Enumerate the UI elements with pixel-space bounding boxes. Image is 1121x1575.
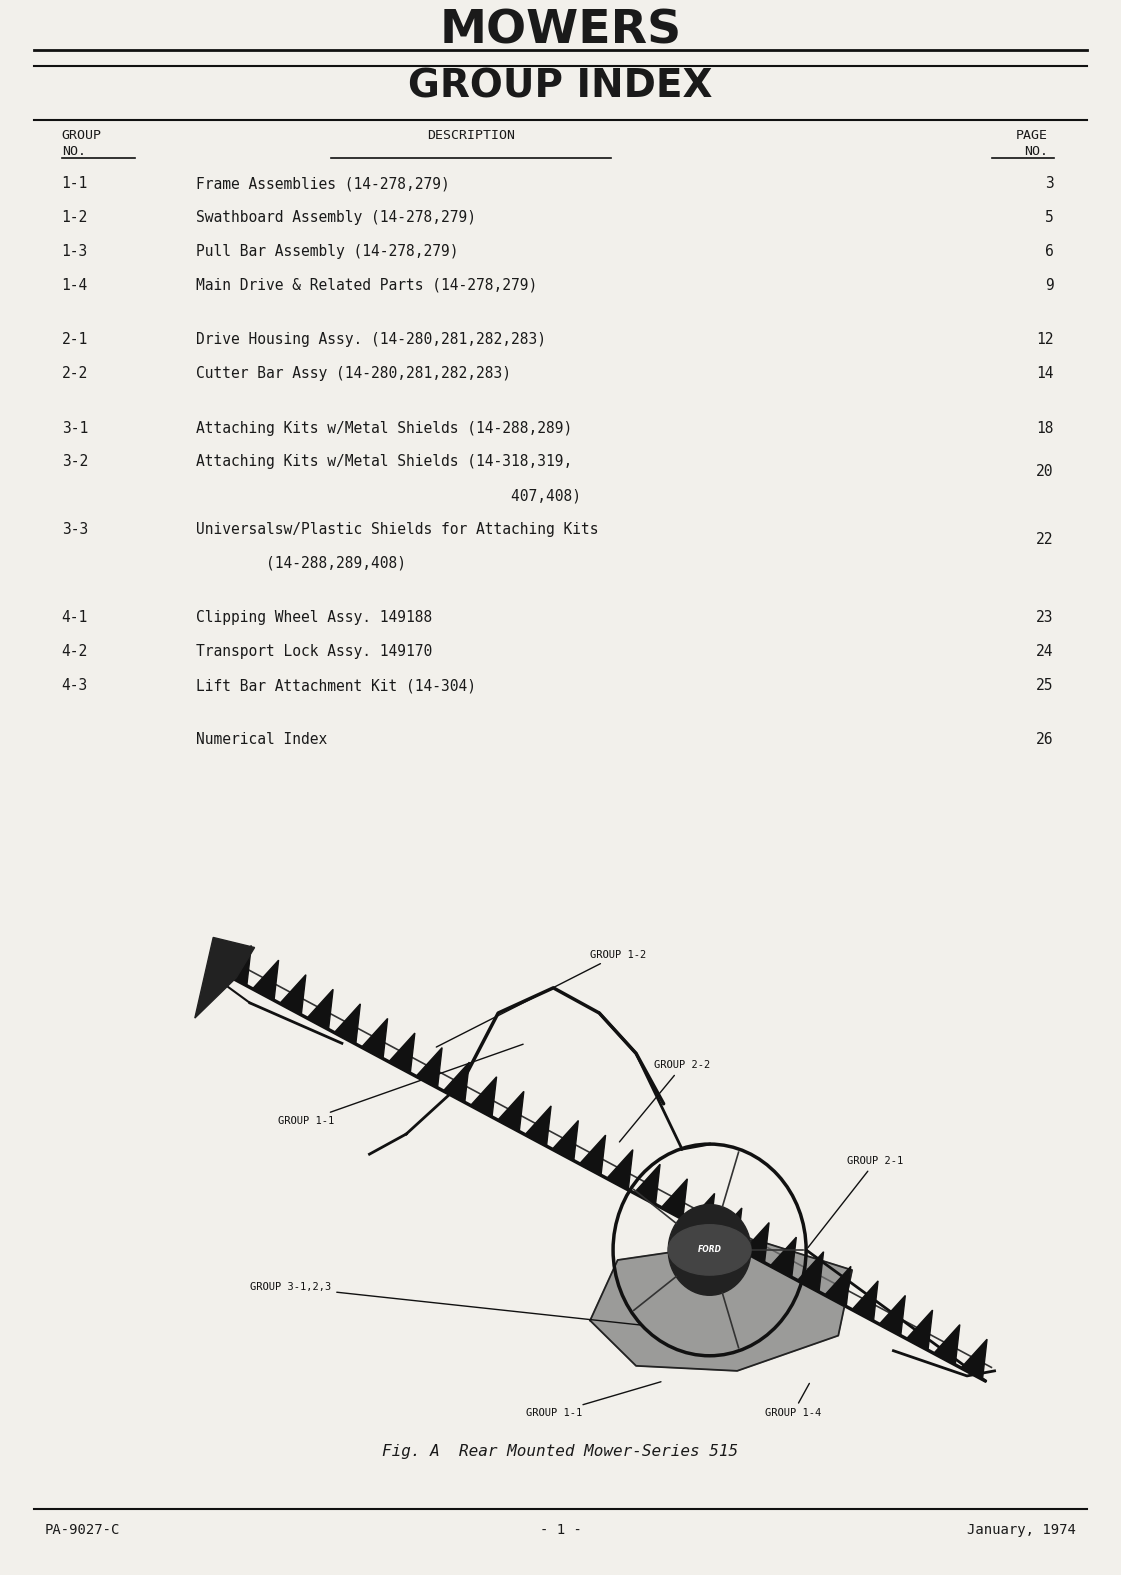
Text: 407,408): 407,408) xyxy=(196,488,581,504)
Text: 3: 3 xyxy=(1045,176,1054,192)
Text: GROUP 2-2: GROUP 2-2 xyxy=(620,1060,711,1142)
Polygon shape xyxy=(580,1136,605,1175)
Polygon shape xyxy=(634,1164,660,1205)
Text: Cutter Bar Assy (14-280,281,282,283): Cutter Bar Assy (14-280,281,282,283) xyxy=(196,365,511,381)
Text: 25: 25 xyxy=(1036,677,1054,693)
Text: GROUP 1-1: GROUP 1-1 xyxy=(526,1381,661,1418)
Polygon shape xyxy=(307,989,333,1030)
Text: Swathboard Assembly (14-278,279): Swathboard Assembly (14-278,279) xyxy=(196,209,476,225)
Text: 6: 6 xyxy=(1045,244,1054,260)
Ellipse shape xyxy=(668,1225,751,1276)
Text: 20: 20 xyxy=(1036,463,1054,479)
Polygon shape xyxy=(907,1310,933,1350)
Polygon shape xyxy=(852,1280,878,1321)
Text: 9: 9 xyxy=(1045,277,1054,293)
Text: - 1 -: - 1 - xyxy=(539,1523,582,1537)
Text: 2-1: 2-1 xyxy=(62,332,87,348)
Polygon shape xyxy=(334,1003,360,1044)
Text: Main Drive & Related Parts (14-278,279): Main Drive & Related Parts (14-278,279) xyxy=(196,277,537,293)
Text: GROUP 1-2: GROUP 1-2 xyxy=(436,950,647,1047)
Text: 12: 12 xyxy=(1036,332,1054,348)
Text: Frame Assemblies (14-278,279): Frame Assemblies (14-278,279) xyxy=(196,176,450,192)
Polygon shape xyxy=(498,1091,524,1131)
Text: PAGE: PAGE xyxy=(1016,129,1048,142)
Text: 23: 23 xyxy=(1036,610,1054,625)
Text: Lift Bar Attachment Kit (14-304): Lift Bar Attachment Kit (14-304) xyxy=(196,677,476,693)
Polygon shape xyxy=(688,1194,714,1233)
Circle shape xyxy=(668,1205,751,1295)
Text: MOWERS: MOWERS xyxy=(439,9,682,54)
Polygon shape xyxy=(553,1120,578,1161)
Polygon shape xyxy=(606,1150,633,1189)
Text: Attaching Kits w/Metal Shields (14-288,289): Attaching Kits w/Metal Shields (14-288,2… xyxy=(196,421,573,436)
Polygon shape xyxy=(797,1252,824,1291)
Polygon shape xyxy=(961,1339,988,1380)
Text: Attaching Kits w/Metal Shields (14-318,319,: Attaching Kits w/Metal Shields (14-318,3… xyxy=(196,454,573,469)
Polygon shape xyxy=(825,1266,851,1307)
Text: 4-3: 4-3 xyxy=(62,677,87,693)
Polygon shape xyxy=(389,1033,415,1073)
Text: 3-2: 3-2 xyxy=(62,454,87,469)
Text: (14-288,289,408): (14-288,289,408) xyxy=(196,556,406,572)
Text: January, 1974: January, 1974 xyxy=(967,1523,1076,1537)
Text: 3-1: 3-1 xyxy=(62,421,87,436)
Polygon shape xyxy=(770,1238,796,1277)
Polygon shape xyxy=(280,975,306,1014)
Text: PA-9027-C: PA-9027-C xyxy=(45,1523,120,1537)
Text: FORD: FORD xyxy=(697,1246,722,1254)
Text: Clipping Wheel Assy. 149188: Clipping Wheel Assy. 149188 xyxy=(196,610,433,625)
Text: 24: 24 xyxy=(1036,644,1054,660)
Text: GROUP 3-1,2,3: GROUP 3-1,2,3 xyxy=(250,1282,642,1325)
Text: 22: 22 xyxy=(1036,531,1054,547)
Text: GROUP 1-1: GROUP 1-1 xyxy=(278,1044,524,1126)
Text: 4-2: 4-2 xyxy=(62,644,87,660)
Polygon shape xyxy=(416,1047,442,1088)
Text: Numerical Index: Numerical Index xyxy=(196,732,327,748)
Text: 4-1: 4-1 xyxy=(62,610,87,625)
Text: 3-3: 3-3 xyxy=(62,521,87,537)
Text: Transport Lock Assy. 149170: Transport Lock Assy. 149170 xyxy=(196,644,433,660)
Text: Drive Housing Assy. (14-280,281,282,283): Drive Housing Assy. (14-280,281,282,283) xyxy=(196,332,546,348)
Text: 26: 26 xyxy=(1036,732,1054,748)
Text: 1-4: 1-4 xyxy=(62,277,87,293)
Text: Pull Bar Assembly (14-278,279): Pull Bar Assembly (14-278,279) xyxy=(196,244,458,260)
Text: GROUP: GROUP xyxy=(62,129,102,142)
Text: 2-2: 2-2 xyxy=(62,365,87,381)
Polygon shape xyxy=(879,1296,906,1336)
Polygon shape xyxy=(471,1077,497,1117)
Polygon shape xyxy=(443,1062,470,1102)
Text: GROUP 1-4: GROUP 1-4 xyxy=(765,1383,821,1418)
Polygon shape xyxy=(195,937,254,1017)
Text: NO.: NO. xyxy=(62,145,85,158)
Text: NO.: NO. xyxy=(1025,145,1048,158)
Text: 18: 18 xyxy=(1036,421,1054,436)
Polygon shape xyxy=(225,945,251,986)
Text: GROUP 2-1: GROUP 2-1 xyxy=(808,1156,904,1247)
Text: 1-3: 1-3 xyxy=(62,244,87,260)
Polygon shape xyxy=(362,1019,388,1058)
Polygon shape xyxy=(743,1222,769,1263)
Text: 14: 14 xyxy=(1036,365,1054,381)
Polygon shape xyxy=(934,1325,960,1366)
Text: 1-1: 1-1 xyxy=(62,176,87,192)
Polygon shape xyxy=(252,961,279,1000)
Text: Universalsw/Plastic Shields for Attaching Kits: Universalsw/Plastic Shields for Attachin… xyxy=(196,521,599,537)
Text: DESCRIPTION: DESCRIPTION xyxy=(427,129,515,142)
Polygon shape xyxy=(525,1106,552,1147)
Text: 1-2: 1-2 xyxy=(62,209,87,225)
Text: Fig. A  Rear Mounted Mower-Series 515: Fig. A Rear Mounted Mower-Series 515 xyxy=(382,1444,739,1460)
Text: GROUP INDEX: GROUP INDEX xyxy=(408,68,713,106)
Text: 5: 5 xyxy=(1045,209,1054,225)
Polygon shape xyxy=(661,1178,687,1219)
Polygon shape xyxy=(590,1240,852,1370)
Polygon shape xyxy=(716,1208,742,1249)
